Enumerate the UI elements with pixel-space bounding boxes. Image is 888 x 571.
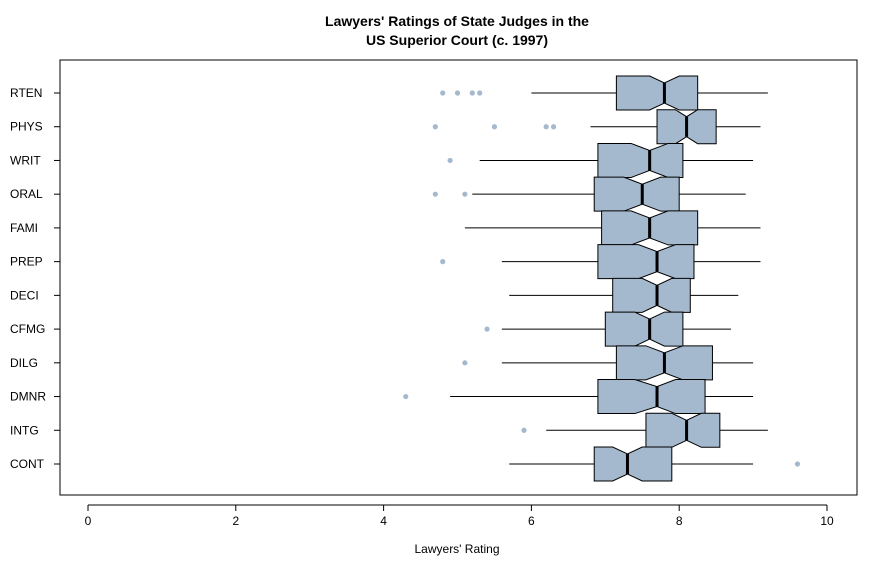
outlier-point: [403, 393, 409, 400]
y-tick-label: WRIT: [10, 153, 41, 167]
outlier-point: [432, 124, 438, 130]
x-tick-label: 0: [85, 514, 92, 528]
box-group-intg: [521, 412, 768, 448]
plot-frame: [59, 59, 858, 496]
outlier-point: [440, 259, 446, 265]
notched-box: [645, 412, 721, 448]
outlier-point: [543, 124, 549, 130]
y-axis: RTEN PHYS WRIT ORAL FAMI PREP DECI CFMG DILG DMNR…: [10, 86, 60, 471]
box-group-phys: [432, 109, 761, 145]
notched-box: [593, 446, 673, 482]
outlier-point: [521, 427, 527, 433]
outlier-point: [550, 124, 557, 130]
box-group-writ: [447, 142, 754, 178]
outlier-point: [491, 124, 498, 130]
boxes-layer: [403, 75, 801, 482]
y-tick-label: FAMI: [10, 221, 38, 235]
notched-box: [593, 176, 680, 212]
y-tick-label: CONT: [10, 457, 45, 471]
outlier-point: [794, 461, 801, 467]
box-group-cfmg: [484, 311, 731, 347]
outlier-point: [462, 360, 468, 366]
notched-box: [615, 75, 699, 111]
outlier-point: [462, 191, 468, 197]
box-group-prep: [440, 244, 761, 280]
notched-box: [597, 244, 695, 280]
chart-title-line1: Lawyers' Ratings of State Judges in the: [325, 13, 589, 29]
outlier-point: [469, 90, 475, 96]
x-tick-label: 4: [380, 514, 387, 528]
notched-box: [604, 311, 684, 347]
notched-box: [597, 379, 706, 415]
box-group-fami: [464, 210, 761, 246]
x-tick-label: 6: [528, 514, 535, 528]
y-tick-label: PHYS: [10, 120, 43, 134]
box-group-deci: [509, 277, 739, 313]
y-tick-label: DILG: [10, 356, 38, 370]
notched-box: [612, 277, 691, 313]
y-tick-label: DECI: [10, 288, 39, 302]
x-axis: 0 2 4 6 8 10: [85, 504, 834, 528]
x-tick-label: 2: [232, 514, 239, 528]
box-group-dmnr: [403, 379, 754, 415]
outlier-point: [477, 90, 483, 96]
notched-box: [597, 142, 684, 178]
outlier-point: [484, 326, 490, 332]
outlier-point: [440, 90, 446, 96]
outlier-point: [454, 90, 461, 96]
y-tick-label: PREP: [10, 255, 43, 269]
y-tick-label: CFMG: [10, 322, 45, 336]
box-group-rten: [440, 75, 768, 111]
y-tick-label: DMNR: [10, 390, 46, 404]
x-tick-label: 8: [676, 514, 683, 528]
box-group-dilg: [462, 345, 754, 381]
y-tick-label: INTG: [10, 423, 39, 437]
box-group-oral: [432, 176, 746, 212]
box-group-cont: [509, 446, 801, 482]
chart-title-line2: US Superior Court (c. 1997): [366, 32, 548, 48]
x-axis-label: Lawyers' Rating: [415, 542, 500, 556]
x-tick-label: 10: [820, 514, 834, 528]
outlier-point: [432, 191, 438, 197]
y-tick-label: RTEN: [10, 86, 42, 100]
y-tick-label: ORAL: [10, 187, 43, 201]
outlier-point: [447, 157, 453, 164]
